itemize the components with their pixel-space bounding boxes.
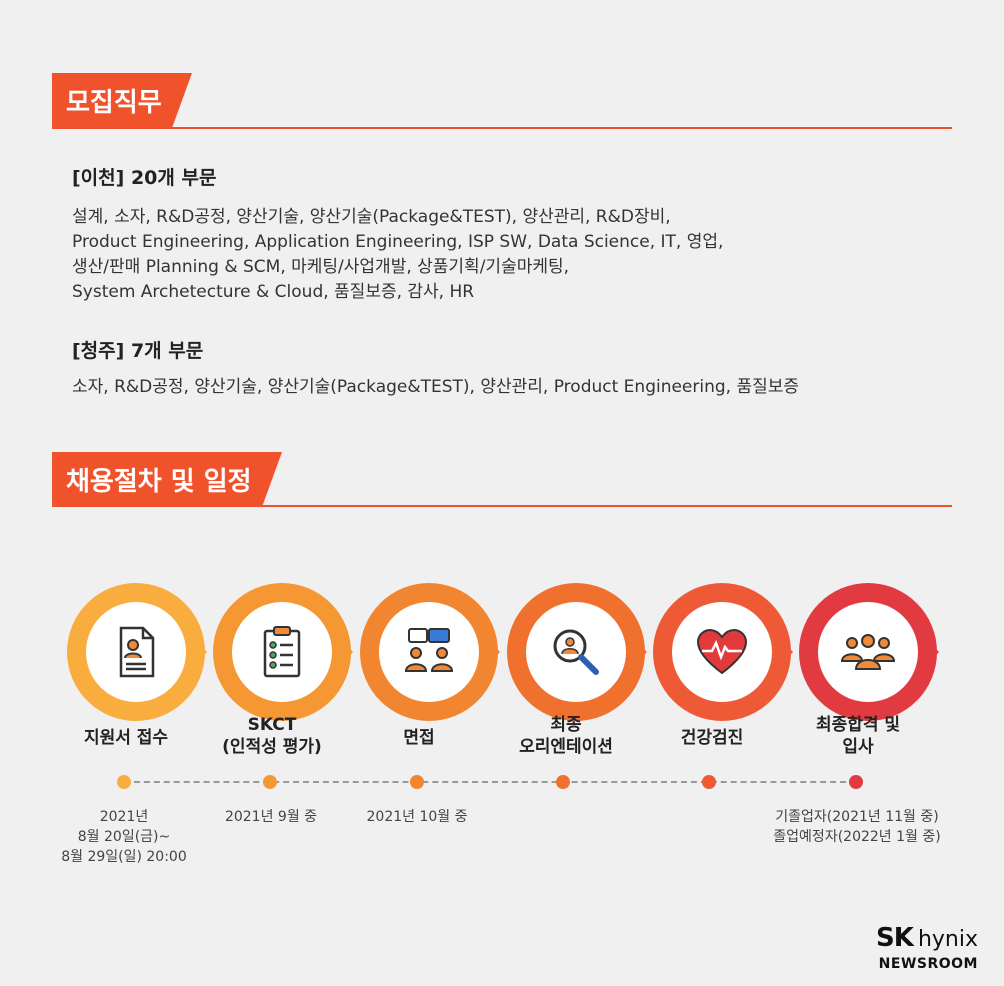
sk-hynix-newsroom-logo: SK hynix NEWSROOM xyxy=(876,924,978,973)
magnifier-user-icon xyxy=(526,602,626,702)
timeline-dot xyxy=(117,775,131,789)
cheongju-title: [청주] 7개 부문 xyxy=(72,340,204,362)
cheongju-line: 소자, R&D공정, 양산기술, 양산기술(Package&TEST), 양산관… xyxy=(72,377,800,397)
section-title-process: 채용절차 및 일정 xyxy=(52,452,282,507)
step-label: 면접 xyxy=(403,728,435,748)
section-title-jobs: 모집직무 xyxy=(52,73,192,128)
timeline-dot xyxy=(556,775,570,789)
document-user-icon xyxy=(86,602,186,702)
step-label: 지원서 접수 xyxy=(83,728,169,748)
icheon-list: 설계, 소자, R&D공정, 양산기술, 양산기술(Package&TEST),… xyxy=(72,205,723,305)
step-label: 최종합격 및 입사 xyxy=(815,715,901,757)
step-skct xyxy=(213,583,353,721)
icheon-line: System Archetecture & Cloud, 품질보증, 감사, H… xyxy=(72,282,475,302)
step-final-join xyxy=(799,583,939,721)
step-date: 2021년 8월 20일(금)~ 8월 29일(일) 20:00 xyxy=(61,809,187,865)
section-divider xyxy=(52,505,952,507)
clipboard-checklist-icon xyxy=(232,602,332,702)
group-people-icon xyxy=(818,602,918,702)
section-header-jobs: 모집직무 xyxy=(52,73,192,128)
timeline-dot xyxy=(702,775,716,789)
interview-people-icon xyxy=(379,602,479,702)
logo-hynix: hynix xyxy=(917,927,978,952)
logo-sk: SK xyxy=(875,923,914,953)
icheon-line: 생산/판매 Planning & SCM, 마케팅/사업개발, 상품기획/기술마… xyxy=(72,257,570,277)
logo-newsroom: NEWSROOM xyxy=(878,956,978,972)
step-date: 2021년 10월 중 xyxy=(366,809,468,825)
icheon-line: Product Engineering, Application Enginee… xyxy=(72,232,724,252)
step-health-check xyxy=(653,583,793,721)
timeline-dot xyxy=(410,775,424,789)
timeline-dot xyxy=(263,775,277,789)
step-date: 기졸업자(2021년 11월 중) 졸업예정자(2022년 1월 중) xyxy=(773,809,941,845)
icheon-title: [이천] 20개 부문 xyxy=(72,167,217,189)
step-orientation xyxy=(507,583,647,721)
step-date: 2021년 9월 중 xyxy=(224,809,318,825)
step-label: 건강검진 xyxy=(680,728,744,748)
timeline-line xyxy=(124,781,856,783)
heart-pulse-icon xyxy=(672,602,772,702)
section-divider xyxy=(52,127,952,129)
step-application xyxy=(67,583,207,721)
timeline-dot xyxy=(849,775,863,789)
icheon-line: 설계, 소자, R&D공정, 양산기술, 양산기술(Package&TEST),… xyxy=(72,207,671,227)
step-interview xyxy=(360,583,500,721)
section-header-process: 채용절차 및 일정 xyxy=(52,452,282,507)
step-label: SKCT (인적성 평가) xyxy=(222,715,322,757)
step-label: 최종 오리엔테이션 xyxy=(519,715,613,757)
